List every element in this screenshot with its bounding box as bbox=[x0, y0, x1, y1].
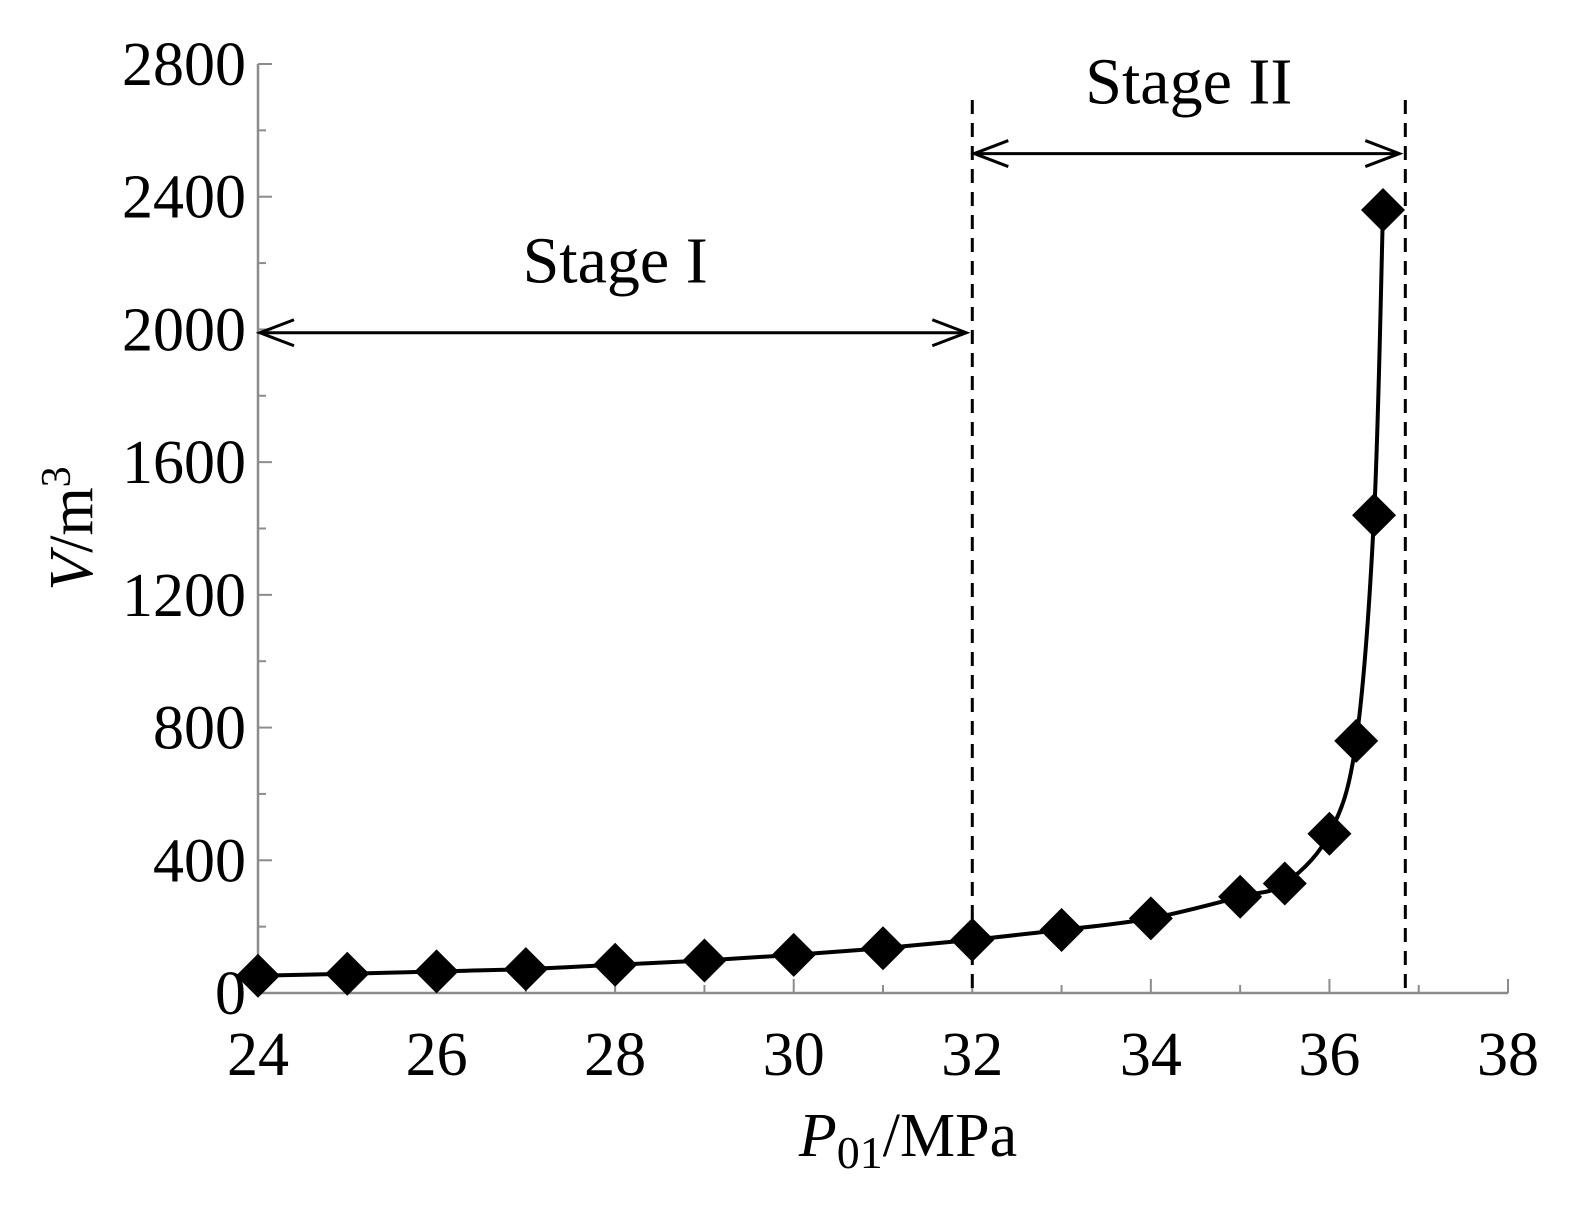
data-point-diamond bbox=[861, 926, 905, 971]
data-point-diamond bbox=[1218, 874, 1263, 919]
y-tick-label: 2000 bbox=[122, 296, 246, 364]
axes bbox=[256, 63, 1509, 995]
stage-annotations: Stage I Stage II bbox=[260, 46, 1407, 993]
data-line bbox=[257, 209, 1385, 978]
data-point-diamond bbox=[1334, 718, 1379, 763]
data-point-diamond bbox=[325, 951, 370, 996]
data-point-diamond bbox=[236, 953, 280, 998]
data-point-diamond bbox=[682, 938, 727, 983]
x-tick-label: 26 bbox=[406, 1021, 468, 1089]
y-tick-label: 2400 bbox=[122, 164, 246, 232]
data-point-diamond bbox=[414, 949, 459, 994]
stage-label-1: Stage I bbox=[523, 225, 708, 298]
data-point-diamond bbox=[950, 917, 995, 962]
y-tick-label: 1200 bbox=[122, 562, 246, 630]
axis-labels: 24 26 28 30 32 34 36 38 0 400 800 1200 1600 2000 2400 2… bbox=[34, 31, 1539, 1178]
data-point-diamond bbox=[1307, 811, 1352, 856]
data-point-diamond bbox=[503, 947, 548, 992]
data-point-diamond bbox=[771, 932, 816, 977]
x-tick-label: 24 bbox=[227, 1021, 289, 1089]
x-tick-label: 30 bbox=[763, 1021, 825, 1089]
series-line bbox=[257, 209, 1385, 978]
x-tick-label: 38 bbox=[1477, 1021, 1539, 1089]
data-point-diamond bbox=[1262, 861, 1307, 906]
y-axis-title: V/m3 bbox=[34, 466, 106, 590]
stage-label-2: Stage II bbox=[1085, 46, 1292, 119]
x-tick-label: 36 bbox=[1298, 1021, 1360, 1089]
data-point-diamond bbox=[1128, 896, 1173, 941]
data-point-diamond bbox=[1039, 907, 1084, 952]
x-tick-label: 34 bbox=[1120, 1021, 1182, 1089]
y-tick-label: 1600 bbox=[122, 429, 246, 497]
y-tick-label: 400 bbox=[153, 827, 246, 895]
x-axis-title: P01/MPa bbox=[798, 1102, 1017, 1178]
data-point-diamond bbox=[593, 942, 638, 987]
data-point-diamond bbox=[1361, 187, 1405, 232]
data-point-diamond bbox=[1352, 493, 1397, 538]
data-markers bbox=[236, 187, 1405, 998]
x-tick-label: 28 bbox=[584, 1021, 646, 1089]
y-tick-label: 800 bbox=[153, 695, 246, 763]
y-tick-label: 2800 bbox=[122, 31, 246, 99]
x-tick-label: 32 bbox=[941, 1021, 1003, 1089]
y-tick-label: 0 bbox=[215, 960, 246, 1028]
